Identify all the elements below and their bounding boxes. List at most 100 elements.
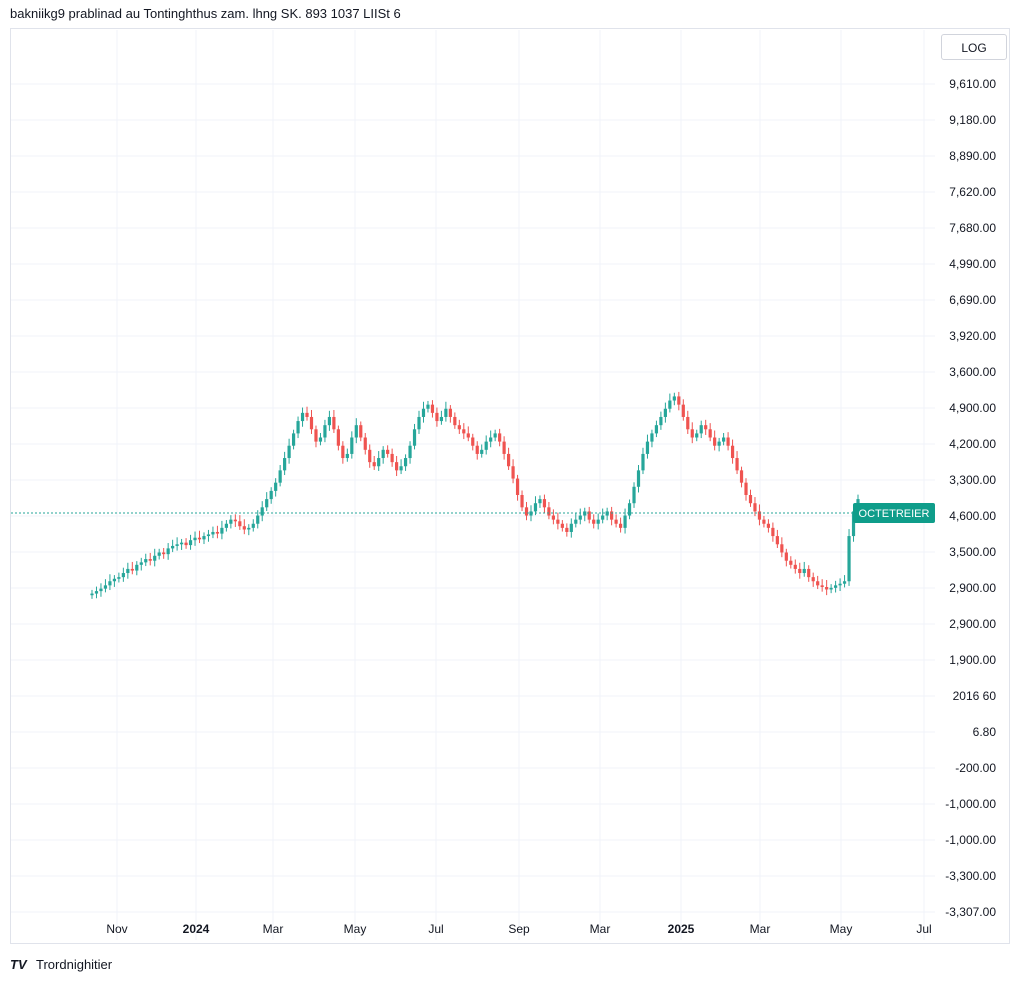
candle-body bbox=[730, 445, 735, 459]
candle bbox=[838, 578, 842, 592]
candle-body bbox=[726, 437, 730, 446]
candle-body bbox=[372, 462, 376, 467]
candle bbox=[493, 429, 497, 442]
candle-body bbox=[399, 466, 403, 471]
candle-body bbox=[704, 425, 708, 430]
candle bbox=[650, 429, 654, 448]
candle bbox=[708, 423, 712, 442]
candle-body bbox=[780, 544, 784, 553]
candle-body bbox=[699, 425, 703, 434]
candle-body bbox=[587, 511, 591, 520]
candle-body bbox=[350, 437, 354, 454]
current-level: OCTETREIER bbox=[11, 503, 935, 523]
candle bbox=[408, 441, 412, 464]
candle-body bbox=[251, 523, 255, 528]
candle-body bbox=[462, 429, 466, 434]
candle-body bbox=[556, 519, 560, 524]
candle bbox=[842, 575, 847, 588]
candle bbox=[184, 538, 188, 549]
candle bbox=[309, 409, 314, 434]
candle-body bbox=[668, 400, 672, 409]
candle-body bbox=[713, 437, 717, 446]
candle-body bbox=[99, 588, 103, 592]
footer-brand[interactable]: TV Trordnighitier bbox=[10, 957, 112, 972]
candle bbox=[117, 572, 121, 583]
candle-body bbox=[847, 536, 851, 582]
log-scale-toggle[interactable]: LOG bbox=[941, 34, 1007, 60]
candle bbox=[448, 405, 452, 423]
candle bbox=[829, 584, 833, 594]
candle bbox=[287, 438, 291, 464]
candle bbox=[771, 522, 775, 542]
candle bbox=[565, 523, 569, 537]
candle bbox=[403, 454, 408, 471]
candle-body bbox=[126, 568, 130, 574]
candle bbox=[498, 428, 502, 447]
candle bbox=[395, 455, 399, 477]
candle-body bbox=[574, 519, 578, 524]
candle bbox=[265, 492, 269, 512]
candle bbox=[681, 399, 685, 421]
candle bbox=[108, 574, 112, 591]
candle-body bbox=[309, 416, 314, 430]
candle-body bbox=[457, 425, 461, 430]
candle-body bbox=[686, 416, 690, 430]
candle bbox=[206, 529, 211, 542]
candle bbox=[112, 575, 116, 587]
candle-body bbox=[524, 507, 529, 516]
candle-body bbox=[417, 416, 421, 430]
y-tick-label: 7,620.00 bbox=[949, 185, 996, 199]
candle-body bbox=[627, 503, 632, 516]
candle bbox=[274, 478, 278, 497]
candle-body bbox=[838, 583, 842, 586]
y-tick-label: 4,600.00 bbox=[949, 509, 996, 523]
candle-body bbox=[851, 511, 856, 537]
y-tick-label: 1,900.00 bbox=[949, 653, 996, 667]
chart-frame[interactable] bbox=[10, 28, 1010, 944]
candle bbox=[377, 451, 381, 471]
candle-body bbox=[681, 404, 685, 417]
candle-body bbox=[426, 404, 430, 409]
candle-body bbox=[90, 593, 94, 596]
candle bbox=[251, 519, 255, 532]
candle-body bbox=[820, 585, 824, 587]
candle-body bbox=[690, 429, 694, 438]
candle bbox=[784, 548, 788, 567]
candle-body bbox=[153, 555, 157, 561]
candle-body bbox=[480, 449, 484, 454]
candle-body bbox=[135, 564, 139, 571]
candle bbox=[421, 401, 426, 423]
candle bbox=[623, 508, 627, 534]
candle-body bbox=[354, 425, 358, 438]
y-tick-label: 6,690.00 bbox=[949, 293, 996, 307]
y-tick-label: 2,900.00 bbox=[949, 581, 996, 595]
candle-body bbox=[327, 416, 332, 426]
candle-body bbox=[300, 412, 305, 422]
candle-body bbox=[766, 523, 771, 528]
candle bbox=[471, 433, 475, 451]
candle bbox=[399, 459, 403, 475]
candle-body bbox=[162, 552, 166, 555]
x-tick-label: 2024 bbox=[183, 922, 210, 936]
candle bbox=[372, 455, 376, 470]
candle-body bbox=[484, 441, 488, 450]
candle bbox=[466, 426, 470, 442]
candle-body bbox=[592, 519, 596, 524]
y-tick-label: 2,900.00 bbox=[949, 617, 996, 631]
candle-body bbox=[471, 437, 475, 446]
candle bbox=[596, 513, 600, 530]
candle-body bbox=[381, 449, 385, 459]
y-tick-label: 3,300.00 bbox=[949, 473, 996, 487]
candle bbox=[224, 520, 228, 532]
candle bbox=[632, 482, 636, 508]
candle bbox=[592, 514, 596, 529]
candle-body bbox=[717, 441, 721, 446]
candle-body bbox=[412, 429, 417, 446]
x-tick-label: 2025 bbox=[668, 922, 695, 936]
y-tick-label: 4,900.00 bbox=[949, 401, 996, 415]
candle bbox=[336, 425, 340, 451]
x-axis: Nov 2024 Mar May Jul Sep Mar 2025 Mar May Jul bbox=[106, 922, 931, 936]
candle-body bbox=[265, 499, 269, 508]
candle-body bbox=[283, 458, 287, 471]
